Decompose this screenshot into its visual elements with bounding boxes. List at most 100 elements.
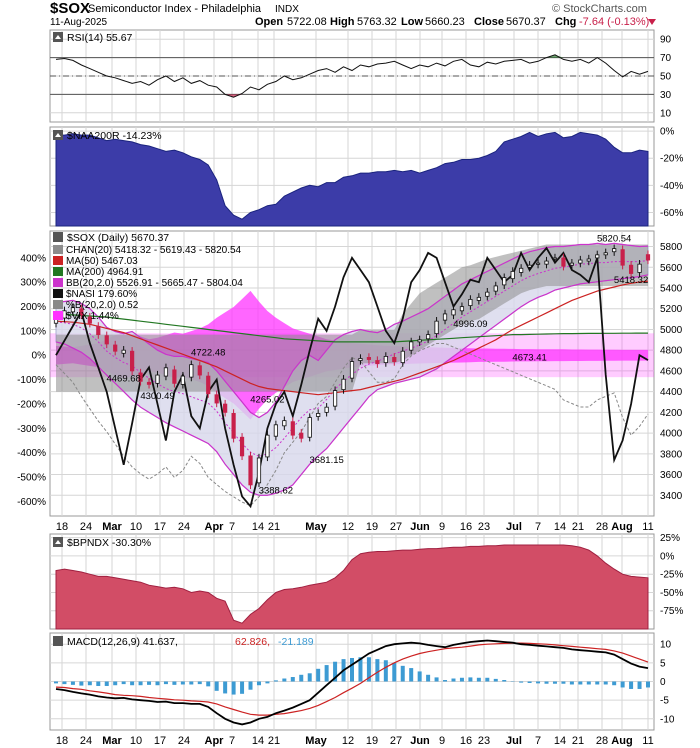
macd-histogram-bar: [493, 678, 498, 682]
macd-histogram-bar: [282, 678, 287, 682]
candle-body: [273, 424, 278, 437]
macd-histogram-bar: [519, 681, 524, 683]
bb-upper-line: [55, 242, 649, 419]
candle-body: [595, 254, 600, 259]
y-tick-label: 4400: [660, 387, 683, 398]
candle-body: [603, 252, 608, 256]
candle-body: [392, 357, 397, 362]
x-tick-label: Apr: [205, 735, 225, 747]
macd-label-value: MACD(12,26,9) 41.637,: [67, 636, 178, 648]
macd-histogram-bar: [358, 657, 363, 682]
x-tick-label: 18: [56, 521, 68, 533]
open-label: Open: [255, 16, 283, 28]
naa200r-panel: 0% -20% -40% -60% $NAA200R -14.23%: [49, 126, 683, 227]
y-tick-label: 4200: [660, 408, 683, 419]
macd-histogram-bar: [459, 677, 464, 682]
macd-histogram-bar: [375, 659, 380, 682]
ma200-line: [55, 313, 648, 343]
candle-body: [248, 455, 253, 486]
macd-histogram-bar: [189, 681, 194, 685]
price-annotation: 4673.41: [512, 352, 546, 363]
candle-body: [282, 420, 287, 427]
macd-histogram-bar: [561, 681, 566, 684]
x-tick-label: 7: [229, 521, 235, 533]
macd-histogram-bar: [163, 681, 168, 685]
high-value: 5763.32: [357, 16, 397, 28]
macd-histogram-bar: [290, 677, 295, 682]
y-tick-label: 0: [660, 677, 666, 688]
left-tick-label: -400%: [17, 448, 46, 459]
candle-body: [316, 412, 321, 417]
macd-histogram-bar: [138, 681, 143, 686]
macd-histogram-bar: [383, 660, 388, 682]
down-arrow-icon: [648, 19, 656, 25]
legend-entry: $VIX 1.44%: [66, 311, 119, 322]
y-tick-label: 3400: [660, 491, 683, 502]
brand[interactable]: © StockCharts.com: [552, 3, 647, 15]
symbol-name: Semiconductor Index - Philadelphia: [88, 3, 262, 15]
macd-histogram-bar: [586, 681, 591, 685]
x-tick-label: Jun: [410, 521, 430, 533]
candle-body: [620, 249, 625, 266]
open-value: 5722.08: [287, 16, 327, 28]
y-tick-label: -60%: [660, 208, 683, 219]
candle-body: [366, 357, 372, 360]
candle-body: [535, 262, 541, 265]
candle-body: [519, 267, 524, 273]
y-tick-label: 0%: [660, 127, 675, 138]
candle-body: [332, 390, 338, 407]
x-axis: 18 24 Mar 10 17 24 Apr 7 14 21 May 12 19 27 Jun 9 16 23 Ju…: [56, 521, 654, 533]
macd-line: [55, 639, 649, 726]
x-tick-label: 12: [342, 735, 354, 747]
macd-histogram-bar: [552, 681, 557, 684]
x-tick-label: 28: [596, 735, 608, 747]
macd-histogram-bar: [443, 680, 448, 682]
y-tick-label: 0%: [660, 551, 675, 562]
x-tick-label: 11: [642, 735, 653, 747]
x-tick-label: May: [305, 521, 327, 533]
candle-body: [400, 350, 405, 364]
x-tick-label: May: [305, 735, 327, 747]
x-tick-label: 23: [478, 521, 490, 533]
x-tick-label: 21: [572, 735, 584, 747]
macd-histogram-bar: [172, 681, 177, 685]
x-axis: 18 24 Mar 10 17 24 Apr 7 14 21 May 12 19 27 Jun 9 16 23 Ju…: [56, 735, 654, 747]
macd-histogram-bar: [612, 681, 617, 686]
y-tick-label: 5: [660, 658, 666, 669]
candle-body: [527, 264, 532, 268]
macd-histogram-bar: [54, 681, 58, 684]
legend-swatch: [53, 256, 63, 265]
y-tick-label: 4000: [660, 429, 683, 440]
y-tick-label: 30: [660, 90, 672, 101]
candle-body: [138, 372, 143, 382]
collapse-icon: [55, 35, 61, 39]
macd-histogram-bar: [96, 681, 101, 686]
x-tick-label: 21: [268, 735, 280, 747]
x-tick-label: 28: [596, 521, 608, 533]
macd-histogram-bar: [104, 681, 109, 686]
macd-histogram-bar: [180, 681, 185, 685]
candle-body: [544, 260, 549, 265]
macd-histogram-bar: [299, 674, 304, 682]
x-tick-label: 23: [478, 735, 490, 747]
candle-body: [434, 320, 439, 334]
y-tick-label: -75%: [660, 606, 683, 617]
macd-histogram-bar: [121, 681, 126, 685]
candle-body: [358, 358, 363, 361]
y-tick-label: 4800: [660, 346, 683, 357]
left-tick-label: -100%: [17, 375, 46, 386]
macd-histogram-bar: [214, 681, 219, 691]
macd-histogram-value: -21.189: [278, 636, 314, 648]
macd-histogram-bar: [426, 674, 431, 682]
y-tick-label: 90: [660, 35, 672, 46]
candle-body: [628, 264, 634, 274]
x-tick-label: 24: [80, 521, 92, 533]
left-tick-label: 100%: [20, 326, 46, 337]
price-annotation: 3388.62: [259, 486, 293, 497]
left-tick-label: -300%: [17, 424, 46, 435]
price-channel: [56, 244, 648, 392]
macd-histogram-bar: [307, 673, 312, 682]
low-label: Low: [401, 16, 423, 28]
left-tick-label: -600%: [17, 497, 46, 508]
macd-histogram-bar: [569, 681, 574, 685]
